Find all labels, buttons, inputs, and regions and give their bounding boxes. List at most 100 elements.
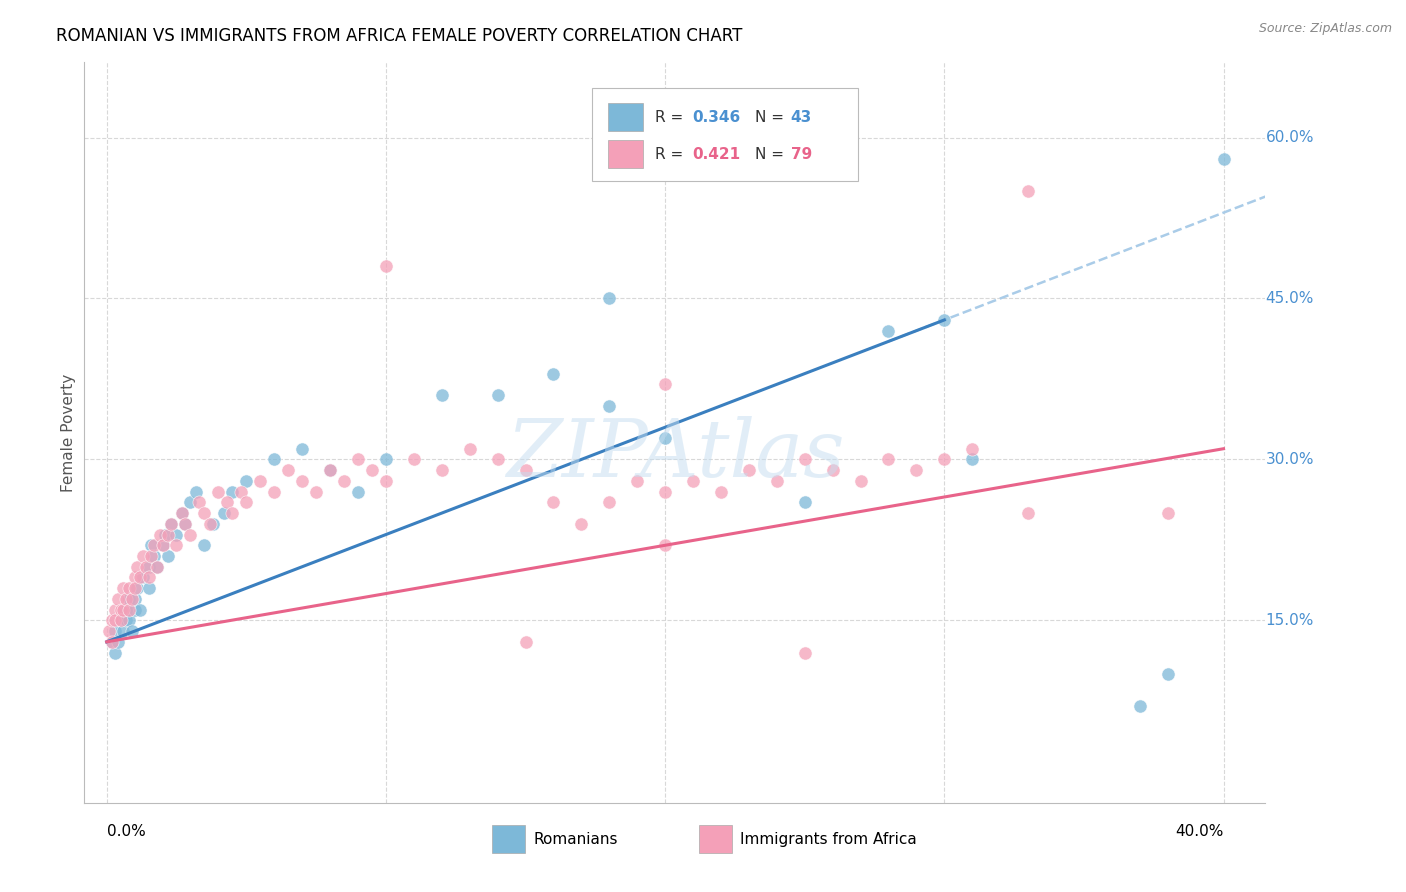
Y-axis label: Female Poverty: Female Poverty (60, 374, 76, 491)
Point (112, 624, 135, 639)
Text: R =: R = (655, 110, 683, 125)
Point (333, 474, 356, 488)
Text: 0.0%: 0.0% (107, 824, 145, 839)
Point (654, 431, 676, 445)
FancyBboxPatch shape (592, 88, 858, 181)
Point (877, 452, 900, 467)
Point (129, 602, 152, 616)
Point (654, 538, 676, 552)
Text: 0.421: 0.421 (693, 147, 741, 161)
Point (1156, 667, 1178, 681)
Text: N =: N = (755, 110, 785, 125)
Point (486, 452, 509, 467)
Point (104, 646, 127, 660)
Text: N =: N = (755, 147, 785, 161)
Point (305, 484, 328, 499)
Point (152, 538, 174, 552)
Point (173, 516, 195, 531)
Point (1017, 506, 1039, 520)
Point (215, 495, 238, 509)
Point (374, 474, 396, 488)
Point (1156, 506, 1178, 520)
Point (127, 581, 149, 595)
Point (374, 260, 396, 274)
Text: 43: 43 (790, 110, 811, 125)
Point (710, 484, 733, 499)
Text: 60.0%: 60.0% (1265, 130, 1313, 145)
Point (110, 614, 132, 628)
Point (157, 549, 180, 563)
Point (157, 527, 180, 541)
Point (173, 516, 195, 531)
Point (124, 602, 146, 616)
Point (905, 463, 928, 477)
Point (402, 452, 425, 467)
Point (104, 614, 127, 628)
Point (569, 516, 592, 531)
Bar (699, 825, 731, 853)
Point (135, 559, 157, 574)
Point (160, 516, 183, 531)
Point (115, 614, 138, 628)
Point (207, 484, 229, 499)
Point (198, 516, 221, 531)
Point (132, 549, 155, 563)
Point (361, 463, 384, 477)
Point (129, 570, 152, 584)
Point (98, 624, 121, 639)
Point (104, 624, 127, 639)
Point (121, 591, 143, 606)
Point (152, 538, 174, 552)
Point (179, 527, 201, 541)
Point (184, 484, 207, 499)
Point (107, 591, 129, 606)
Point (146, 559, 169, 574)
Point (141, 538, 163, 552)
Text: Immigrants from Africa: Immigrants from Africa (740, 831, 917, 847)
Point (877, 324, 900, 338)
Point (172, 506, 194, 520)
Point (155, 527, 177, 541)
Point (193, 538, 215, 552)
Point (143, 538, 166, 552)
Point (374, 452, 396, 467)
Point (291, 474, 314, 488)
Point (598, 292, 620, 306)
Point (515, 635, 537, 649)
Point (101, 614, 124, 628)
Text: 79: 79 (790, 147, 811, 161)
Point (626, 474, 648, 488)
Point (347, 484, 370, 499)
Point (960, 442, 983, 456)
Point (821, 463, 844, 477)
Point (654, 484, 676, 499)
Point (107, 635, 129, 649)
Point (347, 452, 370, 467)
Point (738, 463, 761, 477)
Text: R =: R = (655, 147, 683, 161)
Text: 15.0%: 15.0% (1265, 613, 1313, 628)
Point (235, 474, 257, 488)
Text: ROMANIAN VS IMMIGRANTS FROM AFRICA FEMALE POVERTY CORRELATION CHART: ROMANIAN VS IMMIGRANTS FROM AFRICA FEMAL… (56, 27, 742, 45)
Point (160, 516, 183, 531)
Text: Source: ZipAtlas.com: Source: ZipAtlas.com (1258, 22, 1392, 36)
Point (319, 463, 342, 477)
Point (149, 527, 172, 541)
Point (654, 377, 676, 392)
Point (1129, 699, 1152, 714)
Point (291, 442, 314, 456)
Point (121, 624, 143, 639)
Text: 40.0%: 40.0% (1175, 824, 1223, 839)
Point (543, 367, 565, 381)
Text: 45.0%: 45.0% (1265, 291, 1313, 306)
Text: 0.346: 0.346 (693, 110, 741, 125)
Point (229, 484, 252, 499)
Point (110, 602, 132, 616)
Point (249, 474, 271, 488)
Point (486, 388, 509, 402)
Point (115, 591, 138, 606)
Point (430, 388, 453, 402)
Point (101, 635, 124, 649)
Point (849, 474, 872, 488)
Point (101, 635, 124, 649)
